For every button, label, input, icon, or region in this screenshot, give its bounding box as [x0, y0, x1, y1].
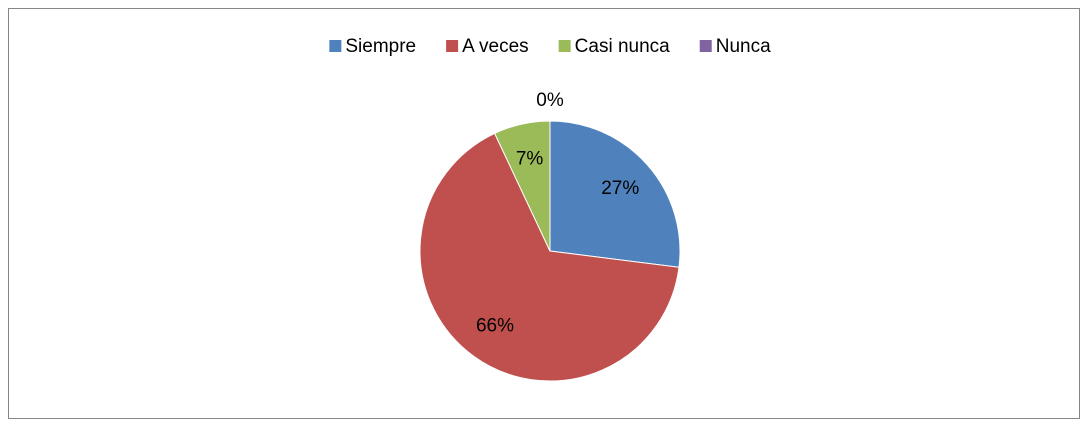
legend-swatch	[558, 40, 571, 52]
data-label: 66%	[476, 316, 514, 337]
legend-swatch	[329, 40, 342, 52]
legend-swatch	[699, 40, 712, 52]
legend-label: Siempre	[345, 36, 416, 57]
data-label: 0%	[536, 90, 564, 111]
pie-slice	[549, 120, 681, 268]
pie-slice	[419, 132, 680, 382]
legend-label: Nunca	[716, 36, 771, 57]
data-label: 7%	[516, 149, 544, 170]
legend-label: A veces	[462, 36, 529, 57]
legend-label: Casi nunca	[575, 36, 670, 57]
legend-swatch	[446, 40, 459, 52]
data-label: 27%	[601, 178, 639, 199]
